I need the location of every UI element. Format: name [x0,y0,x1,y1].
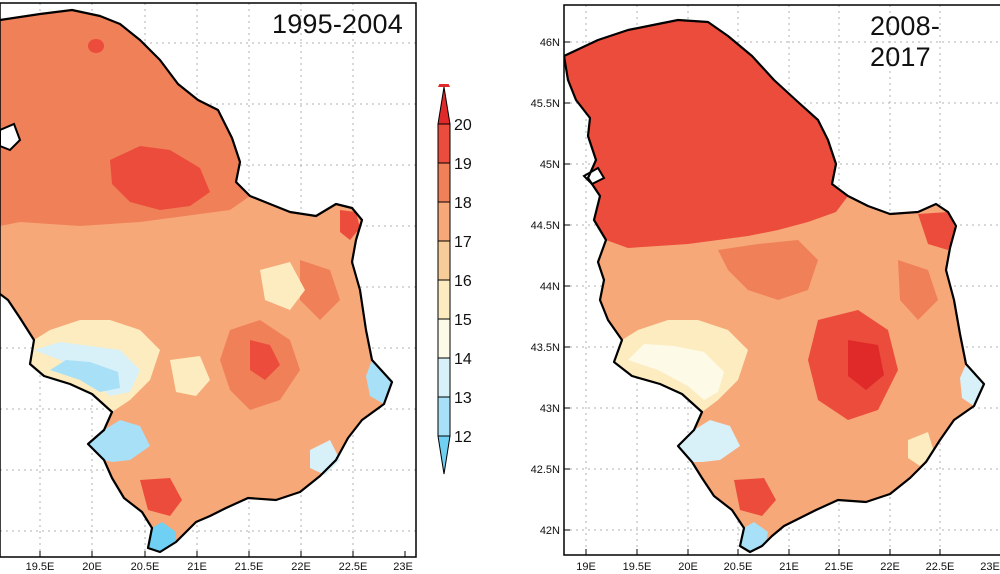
lon-tick-label: 21E [779,561,799,573]
lat-tick-label: 43.5N [531,342,560,354]
lon-tick-label: 20E [82,561,102,573]
lon-tick-label: 19E [576,561,596,573]
lon-tick-label: 22.5E [926,561,955,573]
left-lon-labels: 19.5E 20E 20.5E 21E 21.5E 22E 22.5E 23E [26,561,413,573]
right-map-svg: 46N 45.5N 45N 44.5N 44N 43.5N 43N 42.5N … [531,4,1000,573]
left-country-border [0,8,394,554]
colorbar: 20 19 18 17 16 15 14 13 12 [437,84,472,475]
colorbar-label: 15 [454,312,472,329]
right-lon-labels: 19E 19.5E 20E 20.5E 21E 21.5E 22E 22.5E … [576,561,1000,573]
left-period-label: 1995-2004 [272,9,403,39]
lon-tick-label: 20.5E [131,561,160,573]
lat-tick-label: 46N [540,37,560,49]
lat-tick-label: 44N [540,281,560,293]
lat-tick-label: 42N [540,525,560,537]
lon-tick-label: 21.5E [235,561,264,573]
colorbar-label: 17 [454,234,472,251]
colorbar-label: 16 [454,273,472,290]
left-map-panel: 19.5E 20E 20.5E 21E 21.5E 22E 22.5E 23E … [0,0,420,574]
lat-tick-label: 44.5N [531,220,560,232]
colorbar-label: 14 [454,351,472,368]
colorbar-label: 18 [454,195,472,212]
right-country-border [564,18,986,554]
lon-tick-label: 22E [880,561,900,573]
right-map-panel: 46N 45.5N 45N 44.5N 44N 43.5N 43N 42.5N … [518,0,1000,574]
lon-tick-label: 23E [393,561,413,573]
lat-tick-label: 45N [540,159,560,171]
left-map-frame [0,2,417,558]
colorbar-label: 13 [454,390,472,407]
right-lat-labels: 46N 45.5N 45N 44.5N 44N 43.5N 43N 42.5N … [531,37,560,537]
colorbar-label: 19 [454,156,472,173]
left-hot-core [110,146,210,210]
lat-tick-label: 45.5N [531,98,560,110]
lon-tick-label: 21E [187,561,207,573]
right-period-label: 2008-2017 [870,11,941,72]
lon-tick-label: 21.5E [825,561,854,573]
lat-tick-label: 42.5N [531,464,560,476]
lon-tick-label: 19.5E [26,561,55,573]
lon-tick-label: 19.5E [623,561,652,573]
colorbar-label: 20 [454,117,472,134]
right-north-warm-zone [564,20,848,248]
colorbar-label: 12 [454,429,472,446]
lon-tick-label: 23E [980,561,1000,573]
right-map-frame [563,4,1000,556]
lon-tick-label: 20.5E [724,561,753,573]
lon-tick-label: 20E [678,561,698,573]
lon-tick-label: 22.5E [339,561,368,573]
left-map-svg: 19.5E 20E 20.5E 21E 21.5E 22E 22.5E 23E [0,2,417,573]
lon-tick-label: 22E [291,561,311,573]
lat-tick-label: 43N [540,403,560,415]
